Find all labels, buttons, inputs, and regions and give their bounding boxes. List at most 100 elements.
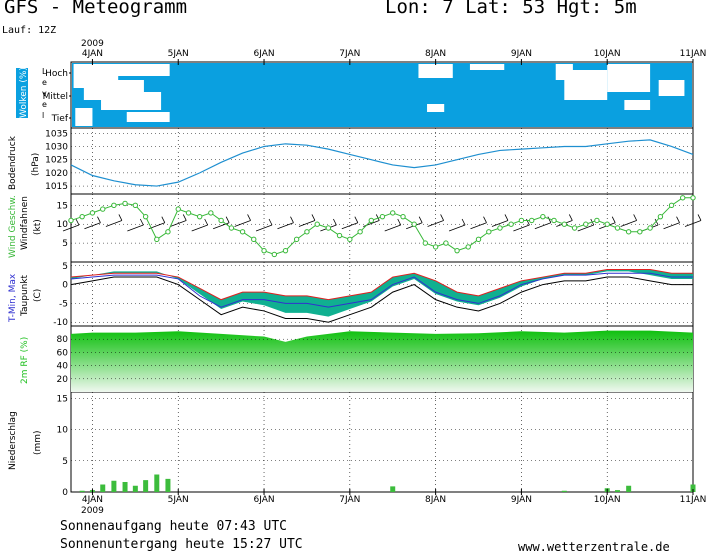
precip-panel-title: Niederschlag [8, 411, 18, 470]
sunrise-text: Sonnenaufgang heute 07:43 UTC [60, 519, 287, 534]
precip-tick-label: 10 [57, 426, 69, 436]
wind-speed-point [475, 236, 482, 243]
wind-unit-label: (kt) [33, 219, 43, 235]
wind-speed-point [142, 213, 149, 220]
location-label: Lon: 7 Lat: 53 Hgt: 5m [385, 0, 637, 18]
wind-speed-point [571, 225, 578, 231]
wind-speed-point [540, 213, 546, 220]
wind-speed-point [614, 225, 621, 231]
wind-speed-point [132, 202, 139, 209]
level-axis-letter: v [42, 89, 47, 98]
wind-barb [212, 222, 230, 230]
dewpoint-line [70, 276, 693, 323]
level-axis-letter: e [42, 78, 47, 87]
wind-speed-point [165, 229, 171, 235]
wind-barb [513, 224, 530, 232]
wind-barb-flag [676, 216, 680, 223]
wind-speed-point [680, 195, 686, 201]
wind-speed-point [357, 229, 363, 235]
wind-barb [577, 224, 594, 232]
wind-speed-point [347, 236, 353, 243]
cloud-gap [75, 108, 93, 126]
time-axis-label: 11JAN [680, 49, 707, 59]
precip-bar [111, 480, 117, 492]
year-label: 2009 [81, 506, 104, 516]
wind-barb [255, 224, 273, 232]
wind-barb [191, 224, 208, 232]
wind-speed-point [508, 221, 514, 227]
cloud-gap [624, 100, 651, 110]
pressure-panel-title: Bodendruck [8, 135, 18, 190]
wind-tick-label: 10 [57, 220, 69, 230]
wind-barb [84, 222, 101, 230]
wind-barb [384, 224, 401, 232]
precip-bar [132, 485, 138, 492]
wind-barb [448, 224, 466, 232]
wind-speed-point [497, 225, 503, 231]
wind-barb-flag [654, 218, 659, 226]
wind-speed-point [400, 213, 406, 220]
wind-barb-flag [75, 218, 80, 226]
wind-barb [341, 222, 358, 230]
wind-barb [663, 222, 680, 230]
precip-bar [165, 478, 171, 492]
wind-speed-point [432, 244, 439, 250]
tmax-line [70, 269, 693, 301]
cloud-level-label: Tief [51, 114, 69, 124]
wind-barb-flag [611, 216, 616, 223]
wind-barb-flag [161, 216, 166, 223]
precip-tick-label: 15 [57, 394, 68, 404]
pressure-tick-label: 1015 [45, 182, 68, 192]
tmin-line [70, 272, 693, 308]
wind-speed-point [314, 221, 320, 227]
wind-speed-point [411, 221, 417, 227]
wind-speed-point [625, 229, 632, 235]
wind-barb [491, 220, 509, 227]
temp-unit-label: (C) [33, 289, 43, 302]
wind-barb [534, 222, 552, 230]
wind-barb-flag [461, 218, 466, 226]
wind-speed-point [422, 240, 429, 246]
sunset-text: Sonnenuntergang heute 15:27 UTC [60, 537, 303, 552]
humidity-tick-label: 60 [57, 348, 69, 358]
temp-tick-label: 0 [62, 281, 68, 291]
time-axis-label: 5JAN [168, 49, 189, 59]
wind-speed-point [89, 210, 96, 216]
wind-barb-flag [97, 216, 101, 223]
wind-speed-point [239, 229, 246, 235]
wind-speed-point [208, 210, 214, 216]
cloud-gap [427, 104, 445, 112]
wind-speed-point [637, 229, 643, 235]
precip-bar [100, 484, 106, 492]
wind-barb-flag [118, 214, 123, 221]
pressure-line [70, 139, 694, 187]
precip-bar [122, 482, 128, 492]
wind-speed-point [336, 232, 343, 239]
cloud-level-label: Mittel [43, 92, 68, 102]
temp-tick-label: 5 [62, 262, 68, 272]
precip-unit-label: (mm) [33, 430, 43, 455]
wind-barb-flag [139, 218, 144, 226]
wind-barb-flag [311, 214, 316, 221]
wind-barb-flag [504, 214, 509, 221]
time-axis-label: 5JAN [168, 495, 189, 505]
wind-speed-point [583, 221, 589, 227]
humidity-area [71, 330, 693, 392]
wind-barb-flag [375, 214, 380, 221]
wind-speed-point [271, 251, 278, 258]
wind-speed-point [196, 213, 203, 220]
wind-tick-label: 15 [57, 201, 68, 211]
wind-barb [234, 220, 251, 227]
level-axis-letter: e [42, 100, 47, 109]
cloud-panel-title: Wolken (%) [19, 67, 29, 118]
wind-speed-point [561, 221, 568, 227]
wind-barb-flag [568, 214, 573, 221]
time-axis-label: 10JAN [594, 495, 621, 505]
time-axis-label: 4JAN [82, 495, 103, 505]
temp-panel-title: T-Min, Max [8, 273, 18, 323]
wind-speed-point [251, 236, 257, 243]
wind-barb [620, 220, 637, 227]
time-axis-label: 7JAN [339, 49, 360, 59]
precip-bar [79, 490, 85, 492]
